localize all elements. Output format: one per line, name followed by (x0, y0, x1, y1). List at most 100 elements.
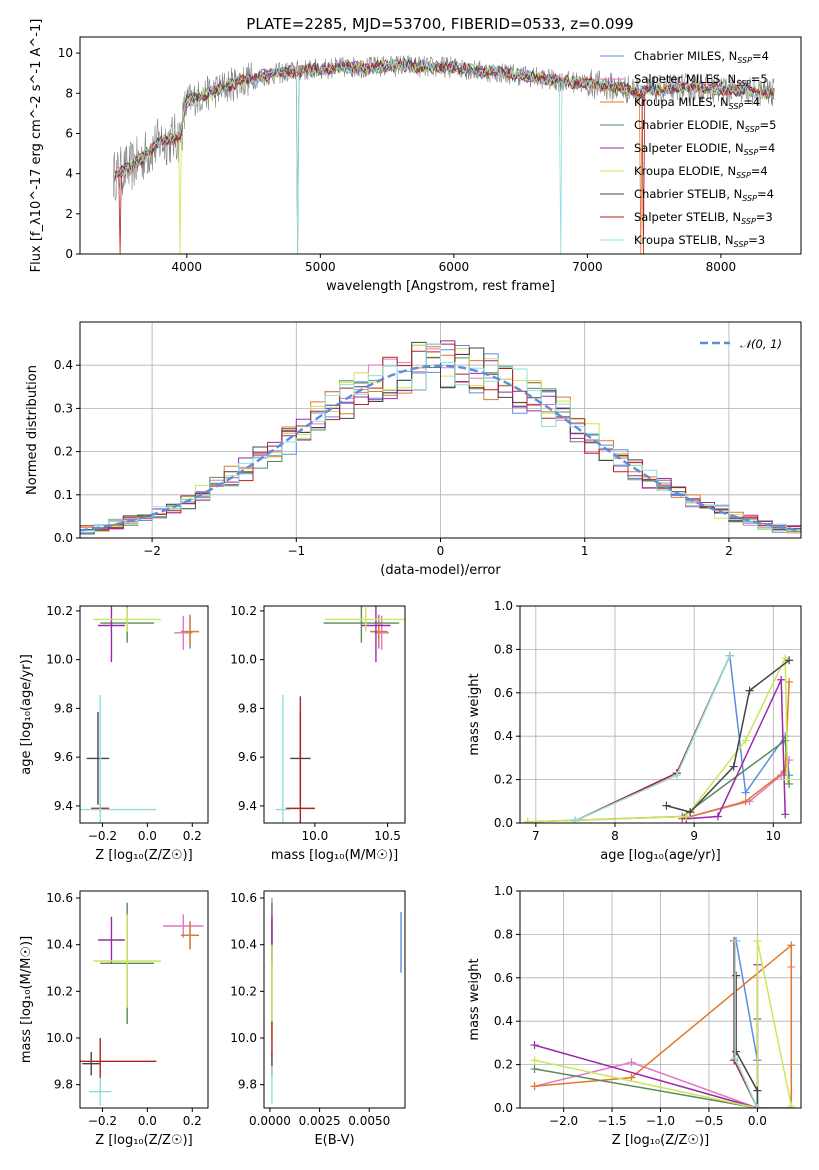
weight-marker (530, 1056, 539, 1065)
panel-spectrum: 4000 5000 6000 7000 8000 0 2 4 6 8 10 wavelength [A… (29, 19, 802, 294)
weight-marker (530, 1041, 539, 1050)
errorbar-point (285, 696, 315, 823)
errorbar-point (374, 615, 390, 650)
weight-marker (732, 971, 741, 980)
legend-entry: Chabrier STELIB, NSSP=4 (634, 187, 774, 203)
weight-marker (745, 686, 754, 695)
weight-line (575, 655, 731, 822)
errorbar-point (325, 607, 405, 632)
x-tick-label: 5000 (305, 260, 336, 274)
panel-mass-vs-ebv: 0.0000 0.0025 0.0050 9.8 10.0 10.2 10.4 10.6 E(B… (230, 890, 406, 1148)
x-tick-label: 10.0 (302, 829, 329, 843)
legend-subscript: SSP (742, 194, 757, 203)
x-tick-label: −1.0 (646, 1114, 675, 1128)
y-tick-label: 10.4 (230, 938, 257, 952)
y-tick-label: 0.8 (494, 642, 513, 656)
legend-entry: Kroupa STELIB, NSSP=3 (634, 233, 765, 249)
x-axis-label: Z [log₁₀(Z/Z☉)] (612, 1133, 709, 1148)
y-tick-label: 0 (65, 247, 73, 261)
weight-marker (777, 675, 786, 684)
axes-frame (519, 605, 802, 824)
y-tick-label: 9.6 (54, 750, 73, 764)
weight-line (686, 679, 786, 820)
legend-nssp: =4 (751, 164, 768, 178)
y-tick-label: 9.4 (54, 799, 73, 813)
model-spectrum (114, 58, 775, 254)
x-tick-label: 9 (690, 829, 698, 843)
weight-marker (731, 936, 740, 945)
legend-residuals: 𝒩(0, 1) (700, 337, 782, 351)
axes-frame (519, 890, 802, 1109)
y-tick-label: 0.4 (494, 729, 513, 743)
x-tick-label: 1 (581, 544, 589, 558)
plot-area-mass-vs-ebv (271, 898, 402, 1104)
weight-line (575, 655, 731, 822)
y-tick-label: 9.8 (238, 701, 257, 715)
y-tick-label: 0.2 (494, 773, 513, 787)
legend-entry: Chabrier ELODIE, NSSP=5 (634, 118, 776, 134)
weight-marker (686, 808, 695, 817)
x-axis-label: age [log₁₀(age/yr)] (600, 848, 721, 863)
x-tick-label: 7000 (572, 260, 603, 274)
y-tick-label: 9.8 (54, 701, 73, 715)
y-tick-label: 0.1 (54, 488, 73, 502)
weight-marker (732, 1047, 741, 1056)
legend-text: Chabrier ELODIE, N (634, 118, 745, 132)
weight-marker (785, 656, 794, 665)
x-tick-label: 10 (766, 829, 781, 843)
weight-series (530, 962, 796, 1108)
x-axis-label: Z [log₁₀(Z/Z☉)] (95, 1133, 192, 1148)
axes-frame (79, 890, 209, 1109)
x-tick-label: 4000 (172, 260, 203, 274)
legend-subscript: SSP (734, 240, 749, 249)
grid-mass-weight-vs-Z (520, 890, 801, 1109)
x-tick-label: 0.0 (138, 1114, 157, 1128)
weight-marker (741, 736, 750, 745)
y-tick-label: 10.4 (46, 938, 73, 952)
axes-frame (263, 890, 406, 1109)
weight-marker (571, 816, 580, 823)
x-axis-label: mass [log₁₀(M/M☉)] (271, 848, 398, 863)
errorbar-point (163, 914, 204, 938)
y-tick-label: 9.8 (238, 1078, 257, 1092)
x-tick-label: −2.0 (549, 1114, 578, 1128)
errorbar-point (82, 1052, 101, 1076)
x-tick-label: −0.5 (694, 1114, 723, 1128)
errorbar-point (80, 694, 157, 823)
panel-mass-weight-vs-Z: −2.0 −1.5 −1.0 −0.5 0.0 0.0 0.2 0.4 0.6 0.8 1.0 Z [… (467, 884, 802, 1148)
panel-mass-vs-Z: −0.2 0.0 0.2 9.8 10.0 10.2 10.4 10.6 Z [log₁₀(Z/… (19, 890, 209, 1148)
x-tick-label: 7 (532, 829, 540, 843)
axes-frame (79, 36, 802, 255)
legend-subscript: SSP (744, 148, 759, 157)
x-tick-label: 0.0 (138, 829, 157, 843)
weight-marker (523, 817, 532, 823)
legend-entry: Kroupa MILES, NSSP=4 (634, 95, 760, 111)
weight-marker (729, 762, 738, 771)
y-tick-label: 0.6 (494, 686, 513, 700)
x-axis-label: E(B-V) (314, 1133, 354, 1148)
weight-series (571, 651, 734, 823)
y-axis-label: mass [log₁₀(M/M☉)] (19, 936, 34, 1063)
panel-residuals: −2 −1 0 1 2 0.0 0.1 0.2 0.3 0.4 (data-model)/error… (25, 321, 802, 578)
weight-marker (785, 677, 794, 686)
weight-line (534, 1019, 759, 1108)
y-tick-label: 10.6 (46, 891, 73, 905)
y-tick-label: 10.2 (46, 984, 73, 998)
y-tick-label: 10.2 (230, 604, 257, 618)
legend-subscript: SSP (736, 79, 751, 88)
errorbar-point (323, 606, 400, 643)
x-tick-label: 0.0025 (299, 1114, 341, 1128)
y-tick-label: 10.0 (230, 1031, 257, 1045)
y-tick-label: 10.0 (46, 1031, 73, 1045)
x-tick-label: 0.0000 (249, 1114, 291, 1128)
legend-nssp: =4 (752, 49, 769, 63)
legend-text: Kroupa STELIB, N (634, 233, 734, 247)
x-tick-label: 0.0 (748, 1114, 767, 1128)
x-axis-label: Z [log₁₀(Z/Z☉)] (95, 848, 192, 863)
x-tick-label: 8000 (706, 260, 737, 274)
legend-entry: Kroupa ELODIE, NSSP=4 (634, 164, 768, 180)
y-tick-label: 8 (65, 86, 73, 100)
legend-subscript: SSP (736, 171, 751, 180)
x-axis-label: wavelength [Angstrom, rest frame] (326, 279, 555, 294)
weight-marker (787, 1101, 796, 1108)
